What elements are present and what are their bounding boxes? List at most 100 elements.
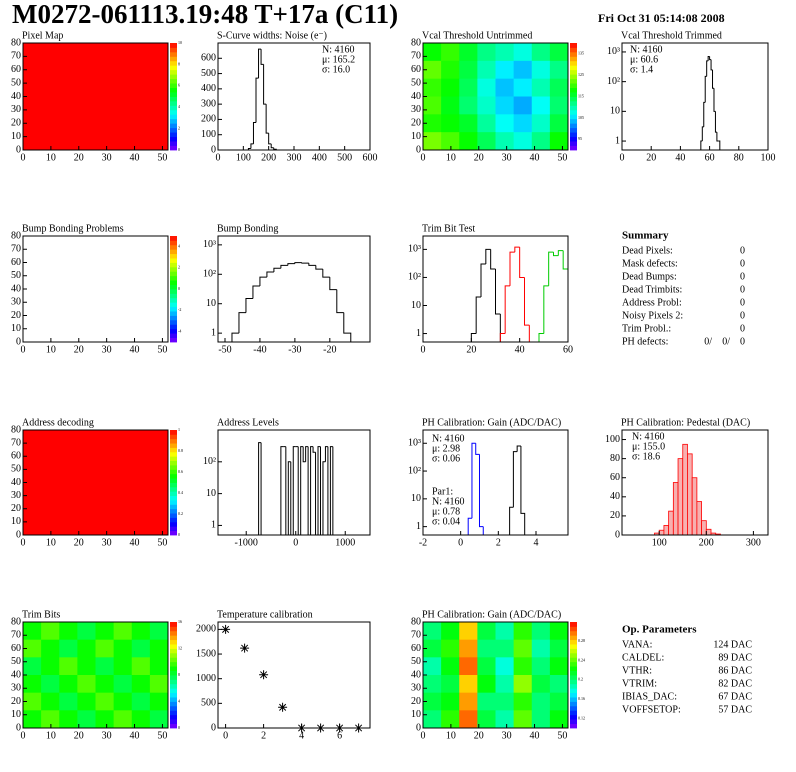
x-tick-label: 2	[496, 537, 501, 548]
y-tick-label: 60	[610, 472, 620, 483]
colorbar-segment	[170, 473, 177, 479]
colorbar-segment	[570, 635, 577, 641]
y-tick-label: 10²	[607, 76, 620, 87]
heatmap-cell	[531, 60, 551, 80]
histogram-bin	[329, 446, 333, 535]
colorbar-segment	[170, 311, 177, 316]
histogram-bin	[528, 325, 535, 343]
y-tick-label: 1	[615, 135, 620, 146]
y-tick-label: 10	[11, 516, 21, 527]
histogram-bin	[329, 277, 337, 291]
heatmap-cell	[531, 692, 551, 711]
colorbar-label: 0.4	[178, 490, 183, 495]
y-tick-label: 30	[411, 104, 421, 115]
heatmap-cell	[77, 675, 96, 694]
summary-value: 0	[740, 271, 745, 282]
colorbar-segment	[170, 430, 177, 435]
y-tick-label: 20	[411, 696, 421, 707]
x-tick-label: 0	[21, 730, 26, 741]
y-tick-label: 60	[11, 643, 21, 654]
colorbar-label: 125	[578, 72, 584, 77]
colorbar-label: 10	[178, 40, 182, 45]
y-tick-label: 80	[411, 37, 421, 48]
heatmap-cell	[477, 43, 496, 62]
panel-title: Vcal Threshold Trimmed	[621, 30, 722, 41]
y-tick-label: 10	[206, 488, 216, 499]
heatmap-cell	[59, 657, 78, 676]
y-tick-label: 40	[411, 91, 421, 102]
colorbar-segment	[170, 315, 177, 321]
parameter-label: VTRIM:	[622, 678, 657, 689]
parameters-title: Op. Parameters	[622, 624, 697, 636]
y-tick-label: 40	[11, 91, 21, 102]
heatmap-cell	[59, 639, 78, 658]
heatmap-cell	[549, 60, 569, 80]
colorbar-segment	[170, 661, 177, 667]
y-tick-label: 0	[16, 529, 21, 540]
heatmap-cell	[131, 622, 151, 641]
heatmap-cell	[531, 675, 551, 694]
histogram-bin	[658, 529, 665, 536]
x-tick-label: 60	[563, 344, 573, 355]
histogram-bin	[509, 251, 515, 286]
histogram-bin	[710, 59, 713, 71]
x-tick-label: 50	[157, 730, 167, 741]
colorbar-segment	[170, 136, 177, 142]
heatmap-cell	[477, 622, 496, 641]
heatmap-cell	[495, 96, 515, 115]
colorbar-label: -4	[178, 328, 181, 333]
histogram-bin	[260, 442, 264, 536]
histogram-bin	[548, 251, 554, 286]
y-tick-label: 600	[201, 53, 216, 64]
heatmap-cell	[531, 132, 551, 151]
heatmap-cell	[441, 60, 460, 80]
heatmap-cell	[423, 639, 442, 658]
x-tick-label: 200	[261, 152, 276, 163]
y-tick-label: 70	[11, 630, 21, 641]
x-tick-label: 0	[21, 152, 26, 163]
plot-frame	[217, 429, 371, 536]
parameter-label: IBIAS_DAC:	[622, 691, 677, 702]
heatmap-cell	[513, 692, 533, 711]
heatmap-cell	[513, 675, 533, 694]
colorbar-label: 4	[178, 698, 180, 703]
heatmap-cell	[95, 675, 115, 694]
colorbar-segment	[170, 306, 177, 312]
histogram-bin	[562, 250, 569, 342]
colorbar-segment	[170, 60, 177, 66]
heatmap-cell	[477, 657, 496, 676]
y-tick-label: 30	[411, 683, 421, 694]
plot-frame	[621, 429, 769, 536]
x-tick-label: 0	[216, 152, 221, 163]
colorbar-segment	[170, 319, 177, 325]
panel-title: Trim Bit Test	[422, 223, 475, 234]
histogram-bin	[705, 528, 712, 536]
colorbar-segment	[170, 302, 177, 308]
histogram-bin	[696, 501, 702, 536]
y-tick-label: 10	[610, 106, 620, 117]
heatmap-cell	[41, 622, 60, 641]
heatmap-cell	[495, 132, 515, 151]
histogram-bin	[336, 289, 344, 314]
colorbar-segment	[170, 65, 177, 71]
colorbar-segment	[170, 491, 177, 497]
colorbar-segment	[570, 622, 577, 627]
y-tick-label: 20	[11, 503, 21, 514]
colorbar-segment	[170, 500, 177, 505]
heatmap-cell	[477, 710, 496, 729]
summary-value: 0/	[704, 336, 712, 347]
y-tick-label: 40	[11, 477, 21, 488]
x-tick-label: 30	[102, 537, 112, 548]
heatmap-cell	[23, 675, 42, 694]
x-tick-label: 10	[446, 152, 456, 163]
histogram-bin	[485, 248, 491, 265]
x-tick-label: 50	[157, 537, 167, 548]
heatmap-cell	[423, 710, 442, 729]
heatmap-cell	[495, 622, 515, 641]
y-tick-label: 10	[411, 131, 421, 142]
x-tick-label: 20	[74, 730, 84, 741]
panel-title: PH Calibration: Gain (ADC/DAC)	[422, 609, 561, 620]
colorbar-segment	[170, 297, 177, 303]
colorbar-segment	[570, 710, 577, 716]
